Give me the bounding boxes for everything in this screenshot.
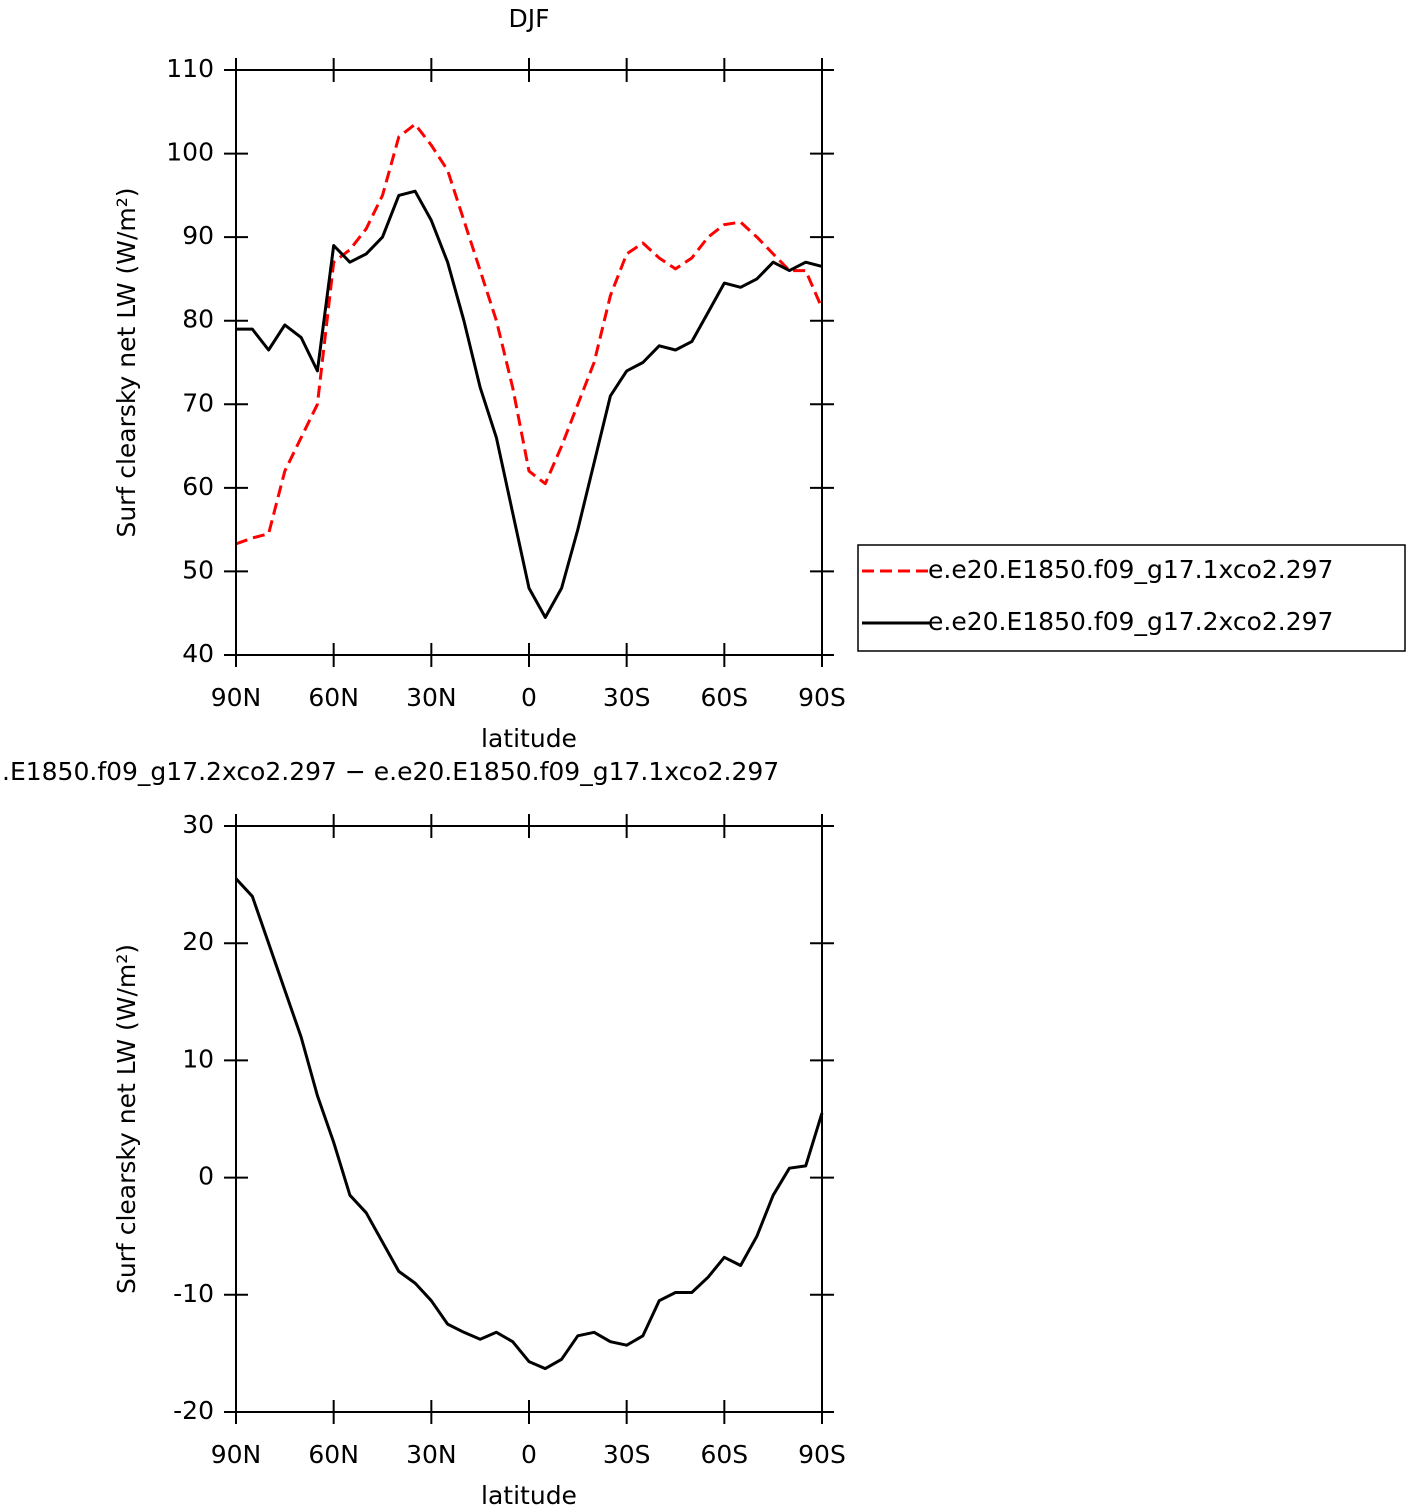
x-tick-label: 90S bbox=[798, 1440, 846, 1469]
legend-box bbox=[857, 544, 1406, 652]
chart-title: .E1850.f09_g17.2xco2.297 − e.e20.E1850.f… bbox=[2, 757, 779, 786]
x-tick-label: 60N bbox=[308, 1440, 359, 1469]
x-tick-label: 60N bbox=[308, 683, 359, 712]
y-tick-label: 80 bbox=[182, 305, 214, 334]
x-tick-label: 30N bbox=[406, 683, 457, 712]
data-line bbox=[234, 877, 824, 1371]
data-line bbox=[235, 122, 824, 546]
data-line bbox=[236, 189, 823, 619]
y-tick-label: 50 bbox=[182, 555, 214, 584]
y-tick-label: 40 bbox=[182, 639, 214, 668]
y-axis-label: Surf clearsky net LW (W/m²) bbox=[112, 187, 141, 537]
y-tick-label: -10 bbox=[173, 1279, 214, 1308]
x-tick-label: 90N bbox=[211, 1440, 262, 1469]
y-tick-label: 0 bbox=[198, 1162, 214, 1191]
legend-label: e.e20.E1850.f09_g17.2xco2.297 bbox=[928, 607, 1333, 636]
x-tick-label: 60S bbox=[700, 1440, 748, 1469]
x-tick-label: 0 bbox=[521, 683, 537, 712]
y-tick-label: -20 bbox=[173, 1396, 214, 1425]
y-tick-label: 30 bbox=[182, 810, 214, 839]
y-tick-label: 70 bbox=[182, 388, 214, 417]
y-tick-label: 20 bbox=[182, 927, 214, 956]
x-tick-label: 90N bbox=[211, 683, 262, 712]
y-tick-label: 100 bbox=[166, 138, 214, 167]
y-axis-label: Surf clearsky net LW (W/m²) bbox=[112, 944, 141, 1294]
y-tick-label: 110 bbox=[166, 54, 214, 83]
y-tick-label: 10 bbox=[182, 1044, 214, 1073]
plot-frame bbox=[235, 69, 823, 656]
legend-label: e.e20.E1850.f09_g17.1xco2.297 bbox=[928, 555, 1333, 584]
y-tick-label: 90 bbox=[182, 221, 214, 250]
x-tick-label: 30S bbox=[603, 1440, 651, 1469]
x-tick-label: 30S bbox=[603, 683, 651, 712]
x-tick-label: 90S bbox=[798, 683, 846, 712]
plot-frame bbox=[235, 825, 823, 1413]
y-tick-label: 60 bbox=[182, 472, 214, 501]
x-axis-label: latitude bbox=[481, 724, 577, 753]
chart-title: DJF bbox=[508, 4, 549, 33]
x-axis-label: latitude bbox=[481, 1481, 577, 1510]
x-tick-label: 60S bbox=[700, 683, 748, 712]
x-tick-label: 30N bbox=[406, 1440, 457, 1469]
x-tick-label: 0 bbox=[521, 1440, 537, 1469]
